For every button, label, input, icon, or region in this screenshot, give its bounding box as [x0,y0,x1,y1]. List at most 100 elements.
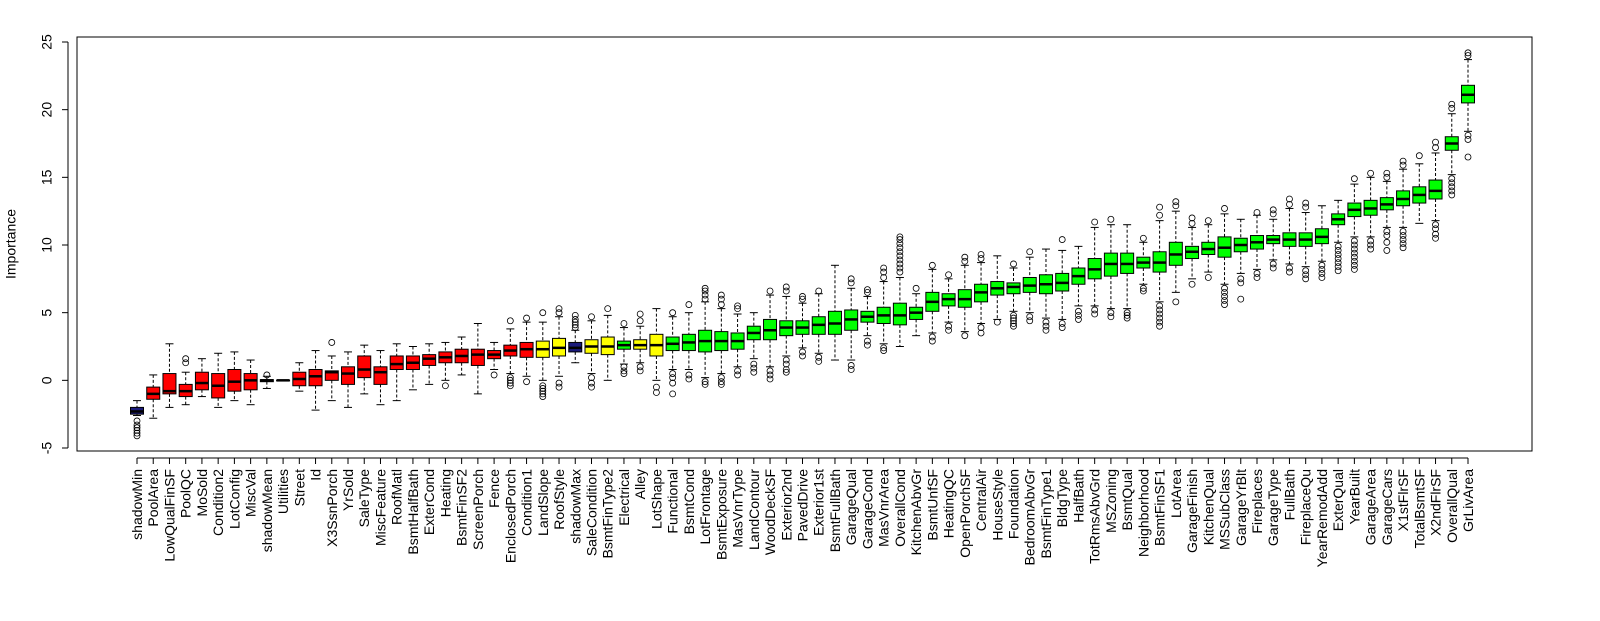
outlier-point [555,379,563,387]
y-tick-label: 20 [39,102,55,118]
box-LotFrontage [698,284,713,388]
outlier-point [1286,264,1293,272]
x-tick-label: YrSold [340,469,356,511]
box-OpenPorchSF [957,253,972,340]
box-iqr [162,373,177,395]
box-Neighborhood [1136,234,1151,295]
outlier-point [1058,320,1066,327]
box-RoofMatl [389,343,404,402]
outlier-point [1334,255,1342,262]
box-BsmtExposure [714,291,729,388]
y-tick-label: 0 [39,376,55,384]
outlier-point [880,264,888,272]
outlier-point [1123,309,1131,317]
box-iqr [373,366,388,385]
outlier-point [620,367,628,375]
y-tick-label: 10 [39,237,55,253]
outlier-point [636,317,644,325]
box-iqr [308,369,323,387]
x-tick-label: Heating [437,469,453,517]
box-BsmtFinType1 [1038,248,1053,334]
box-LotArea [1168,198,1183,306]
x-tick-label: LandContour [746,469,762,550]
outlier-point [1350,249,1358,257]
outlier-point [717,374,725,382]
x-tick-label: BldgType [1054,469,1070,528]
x-tick-label: BedroomAbvGr [1022,469,1038,566]
outlier-point [555,383,563,391]
outlier-point [896,264,904,272]
box-Street [292,362,307,392]
outlier-point [1237,275,1245,283]
outlier-point [734,305,741,313]
box-BsmtFinType2 [600,305,615,381]
x-tick-label: Foundation [1006,469,1022,539]
plot-frame [76,36,1533,452]
outlier-point [864,288,871,296]
box-MiscFeature [373,350,388,406]
x-tick-label: HeatingQC [941,469,957,538]
outlier-point [734,302,741,310]
x-tick-label: BsmtExposure [713,469,729,560]
outlier-point [1221,297,1228,304]
outlier-point [1075,307,1082,315]
outlier-point [636,367,644,375]
outlier-point [1464,52,1472,59]
outlier-point [1221,205,1228,212]
outlier-point [1042,318,1050,326]
box-BsmtUnfSF [925,261,940,345]
box-Utilities [276,379,291,382]
outlier-point [782,287,790,295]
box-BsmtHalfBath [405,346,420,391]
box-X2ndFlrSF [1428,138,1443,242]
outlier-point [1399,161,1407,169]
outlier-point [506,376,514,384]
outlier-point [701,291,709,299]
outlier-point [701,378,709,386]
box-SaleCondition [584,313,599,391]
box-YearRemodAdd [1314,205,1329,281]
outlier-point [961,253,969,261]
outlier-point [1188,219,1196,227]
outlier-point [1432,234,1439,242]
outlier-point [1383,173,1391,181]
box-EnclosedPorch [503,317,518,390]
x-tick-label: KitchenQual [1200,469,1216,545]
x-tick-label: GarageQual [843,469,859,545]
outlier-point [555,305,563,313]
outlier-point [133,432,141,440]
outlier-point [604,305,612,313]
box-BsmtCond [681,301,696,383]
outlier-point [1399,228,1407,235]
box-MoSold [194,358,209,398]
outlier-point [328,339,336,346]
box-iqr [389,355,404,371]
outlier-point [928,337,936,345]
box-GarageCars [1379,169,1394,254]
outlier-point [653,389,660,396]
box-LotConfig [227,351,242,402]
x-tick-label: LotFrontage [697,469,713,545]
outlier-point [799,352,806,360]
outlier-point [782,366,790,373]
x-tick-label: MSSubClass [1217,469,1233,550]
x-tick-label: Condition1 [519,469,535,536]
outlier-point [1334,263,1342,271]
outlier-point [1156,322,1163,330]
outlier-point [636,310,644,318]
outlier-point [1415,152,1423,160]
outlier-point [620,370,628,377]
outlier-point [1448,183,1456,191]
outlier-point [1302,199,1310,207]
x-tick-label: GarageType [1265,469,1281,546]
outlier-point [685,301,693,308]
x-tick-label: Utilities [275,469,291,514]
box-Exterior2nd [779,283,794,376]
y-tick-label: -5 [39,442,55,455]
outlier-point [815,287,823,295]
x-tick-label: MasVnrArea [876,469,892,547]
outlier-point [571,311,579,319]
outlier-point [896,260,904,268]
outlier-point [669,374,677,382]
outlier-point [977,329,985,337]
